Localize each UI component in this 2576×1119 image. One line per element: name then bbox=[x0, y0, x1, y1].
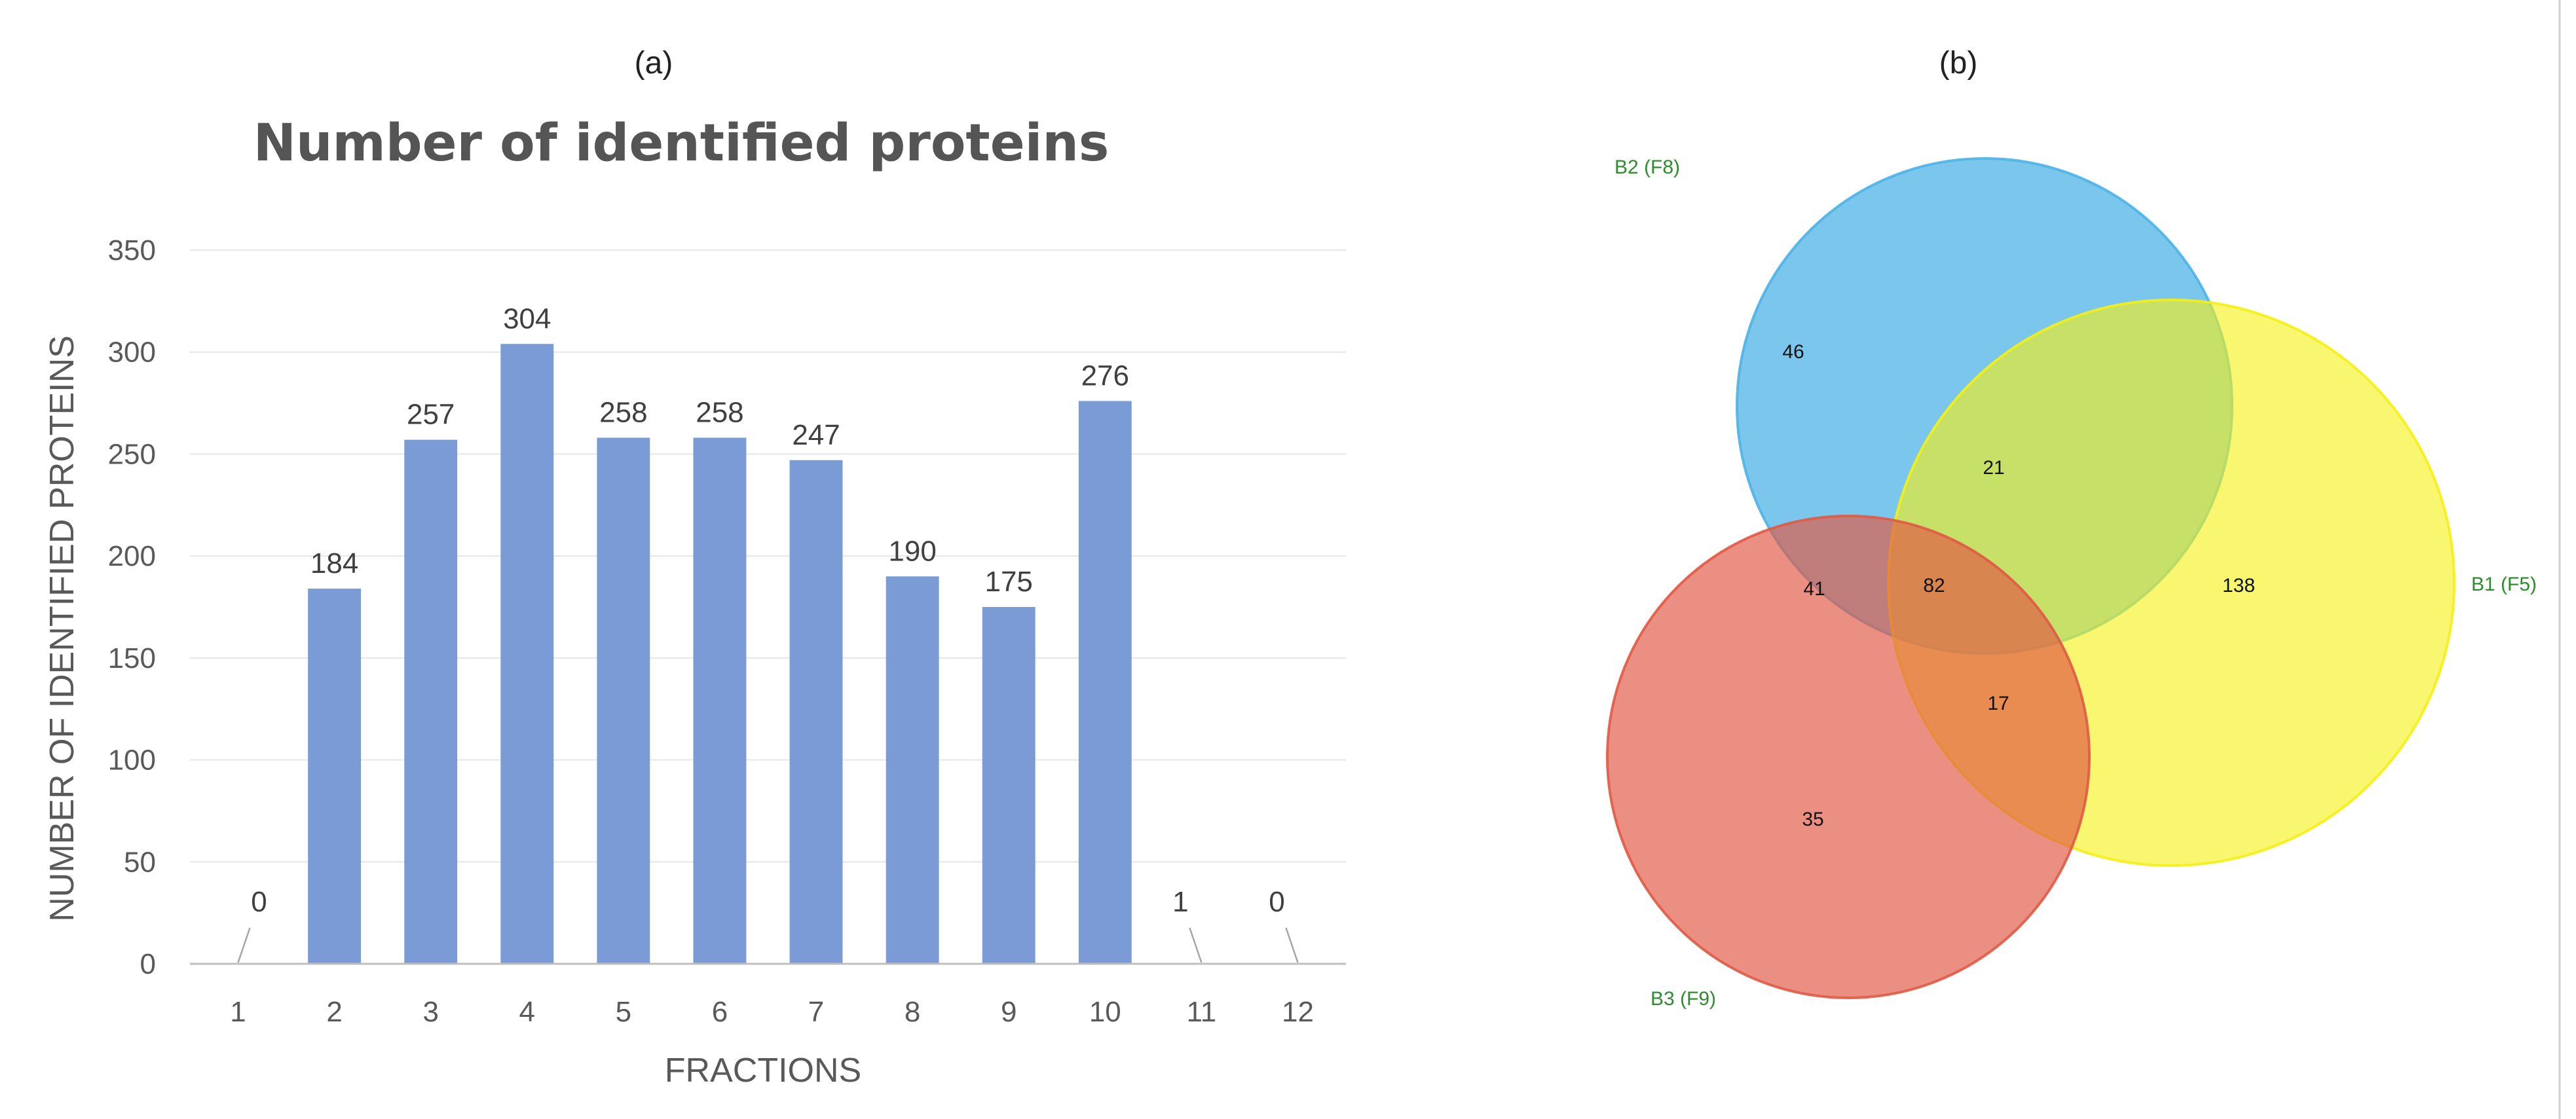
venn-region-all: 82 bbox=[1923, 575, 1945, 596]
bar bbox=[404, 439, 458, 964]
venn-region-b3-only: 35 bbox=[1802, 809, 1823, 830]
y-tick-label: 350 bbox=[108, 234, 156, 266]
data-labels: 0 184 257 304 258 258 247 190 175 276 1 0 bbox=[251, 303, 1284, 918]
x-tick-label: 7 bbox=[808, 996, 824, 1028]
data-label: 190 bbox=[888, 535, 936, 567]
x-tick-label: 4 bbox=[519, 996, 535, 1028]
venn-region-b1-only: 138 bbox=[2222, 575, 2255, 596]
data-label: 184 bbox=[310, 547, 358, 579]
x-tick-label: 11 bbox=[1187, 996, 1217, 1028]
data-label: 257 bbox=[407, 399, 455, 431]
data-label: 258 bbox=[696, 397, 743, 429]
x-tick-label: 8 bbox=[905, 996, 920, 1028]
x-tick-label: 9 bbox=[1001, 996, 1017, 1028]
x-axis-title: FRACTIONS bbox=[665, 1052, 861, 1090]
data-label: 304 bbox=[503, 303, 551, 335]
y-tick-label: 150 bbox=[108, 642, 156, 674]
y-tick-labels: 0 50 100 150 200 250 300 350 bbox=[108, 234, 156, 980]
y-axis-title: NUMBER OF IDENTIFIED PROTEINS bbox=[43, 335, 81, 922]
venn-region-b2-b3: 41 bbox=[1803, 578, 1825, 600]
leader-line bbox=[237, 927, 251, 963]
x-tick-label: 2 bbox=[326, 996, 342, 1028]
data-label: 258 bbox=[599, 397, 647, 429]
x-tick-labels: 1 2 3 4 5 6 7 8 9 10 11 12 bbox=[230, 996, 1314, 1028]
bar bbox=[886, 576, 939, 964]
venn-set-label-b1: B1 (F5) bbox=[2471, 574, 2537, 595]
x-tick-label: 5 bbox=[616, 996, 631, 1028]
bar bbox=[308, 588, 362, 964]
venn-region-b2-only: 46 bbox=[1782, 341, 1804, 363]
venn-region-b2-b1: 21 bbox=[1983, 457, 2004, 479]
leader-line bbox=[1189, 927, 1203, 963]
bar bbox=[500, 344, 554, 964]
y-tick-label: 0 bbox=[140, 948, 156, 980]
bar bbox=[597, 437, 650, 964]
bar bbox=[982, 607, 1036, 964]
bar bbox=[693, 437, 747, 964]
data-label: 0 bbox=[251, 886, 267, 918]
zero-leader-lines bbox=[237, 927, 1299, 963]
panel-label-b: (b) bbox=[1939, 46, 1978, 81]
chart-title: Number of identified proteins bbox=[253, 114, 1110, 173]
x-tick-label: 12 bbox=[1282, 996, 1314, 1028]
y-tick-label: 200 bbox=[108, 540, 156, 572]
venn-circle-b3 bbox=[1606, 515, 2091, 999]
data-label: 276 bbox=[1081, 359, 1129, 392]
bar bbox=[1078, 401, 1132, 964]
leader-line bbox=[1285, 927, 1299, 963]
venn-region-b1-b3: 17 bbox=[1987, 693, 2009, 714]
x-tick-label: 3 bbox=[422, 996, 438, 1028]
y-tick-label: 250 bbox=[108, 438, 156, 470]
data-label: 247 bbox=[792, 419, 840, 451]
x-tick-label: 1 bbox=[230, 996, 246, 1028]
venn-set-label-b3: B3 (F9) bbox=[1651, 988, 1716, 1010]
x-tick-label: 6 bbox=[712, 996, 728, 1028]
y-tick-label: 50 bbox=[124, 846, 156, 878]
x-tick-label: 10 bbox=[1089, 996, 1121, 1028]
data-label: 0 bbox=[1269, 886, 1284, 918]
venn-set-label-b2: B2 (F8) bbox=[1615, 156, 1680, 178]
y-tick-label: 300 bbox=[108, 337, 156, 369]
venn-diagram-panel: (b) B2 (F8) B1 (F5) B3 (F9) 46 138 35 21… bbox=[1606, 46, 2537, 1010]
bar-chart-panel: (a) Number of identified proteins 050100… bbox=[43, 46, 1346, 1090]
data-label: 1 bbox=[1172, 886, 1188, 918]
data-label: 175 bbox=[984, 566, 1032, 598]
panel-label-a: (a) bbox=[635, 46, 673, 81]
bar bbox=[789, 460, 843, 964]
bars bbox=[308, 344, 1132, 964]
gridlines bbox=[190, 249, 1346, 863]
y-tick-label: 100 bbox=[108, 744, 156, 777]
